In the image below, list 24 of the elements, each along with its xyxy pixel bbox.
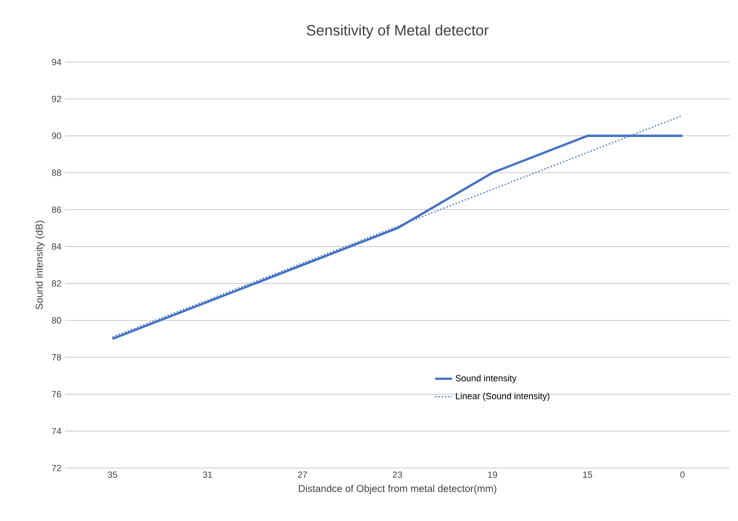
y-tick-label: 74 bbox=[52, 428, 62, 434]
x-tick-label: 23 bbox=[392, 472, 402, 478]
y-tick-label: 82 bbox=[52, 280, 62, 287]
y-tick-label: 84 bbox=[52, 243, 62, 250]
y-tick-label: 80 bbox=[52, 317, 62, 324]
y-tick-label: 94 bbox=[52, 58, 62, 66]
y-tick-label: 92 bbox=[52, 96, 62, 102]
legend-label: Linear (Sound intensity) bbox=[456, 392, 550, 402]
x-tick-label: 27 bbox=[298, 472, 308, 478]
y-tick-label: 90 bbox=[52, 132, 62, 139]
y-axis-title: Sound intensity (dB) bbox=[35, 220, 45, 310]
x-tick-label: 15 bbox=[583, 472, 592, 478]
x-tick-label: 31 bbox=[202, 472, 212, 478]
x-tick-label: 19 bbox=[488, 472, 498, 478]
chart-title: Sensitivity of Metal detector bbox=[306, 24, 489, 38]
x-tick-label: 35 bbox=[108, 472, 118, 478]
y-tick-label: 78 bbox=[52, 354, 62, 360]
x-axis-title: Distandce of Object from metal detector(mm) bbox=[298, 484, 496, 494]
legend-label: Sound intensity bbox=[456, 374, 517, 384]
y-tick-label: 76 bbox=[52, 391, 62, 398]
y-tick-label: 88 bbox=[52, 170, 62, 176]
y-tick-label: 86 bbox=[52, 206, 62, 213]
x-tick-label: 0 bbox=[680, 472, 685, 478]
y-tick-label: 72 bbox=[52, 464, 62, 472]
